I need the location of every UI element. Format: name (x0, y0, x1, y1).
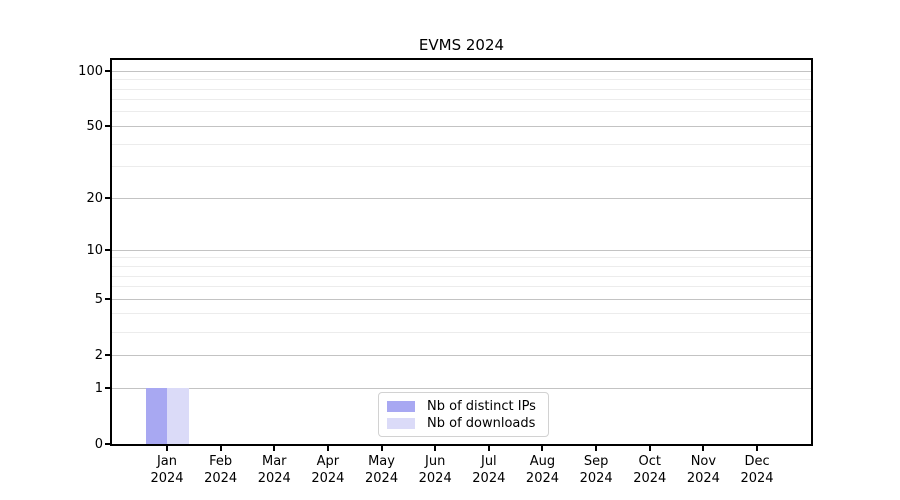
gridline-minor (112, 166, 811, 168)
y-tick-mark (105, 298, 112, 301)
chart-title: EVMS 2024 (418, 36, 505, 54)
x-tick-mark (541, 446, 544, 451)
x-tick-label: Nov 2024 (671, 453, 735, 487)
y-tick-mark (105, 125, 112, 128)
legend-item-downloads: Nb of downloads (387, 415, 539, 431)
y-tick-mark (105, 70, 112, 73)
x-tick-label: Jan 2024 (135, 453, 199, 487)
gridline-minor (112, 88, 811, 90)
x-tick-month: Feb (209, 454, 233, 469)
x-tick-month: Dec (744, 454, 770, 469)
legend-swatch-distinct-ips-icon (387, 400, 415, 412)
gridline-minor (112, 331, 811, 333)
y-tick-mark (105, 249, 112, 252)
x-tick-month: Sep (583, 454, 609, 469)
legend-swatch-downloads-icon (387, 417, 415, 429)
x-tick-year: 2024 (311, 471, 345, 486)
x-tick-year: 2024 (686, 471, 720, 486)
gridline-major (112, 387, 811, 389)
x-tick-mark (434, 446, 437, 451)
y-tick-mark (105, 354, 112, 357)
x-tick-year: 2024 (204, 471, 238, 486)
x-tick-month: Aug (529, 454, 556, 469)
gridline-minor (112, 275, 811, 277)
gridline-minor (112, 257, 811, 259)
y-tick-label: 0 (94, 436, 103, 452)
y-tick-label: 10 (86, 242, 103, 258)
gridline-major (112, 298, 811, 300)
x-tick-label: Aug 2024 (510, 453, 574, 487)
x-tick-year: 2024 (740, 471, 774, 486)
x-tick-month: Apr (316, 454, 340, 469)
x-tick-label: Mar 2024 (242, 453, 306, 487)
x-tick-mark (756, 446, 759, 451)
x-tick-month: May (368, 454, 395, 469)
gridline-major (112, 354, 811, 356)
gridline-minor (112, 143, 811, 145)
x-tick-mark (648, 446, 651, 451)
x-tick-mark (702, 446, 705, 451)
y-tick-mark (105, 197, 112, 200)
x-tick-year: 2024 (150, 471, 184, 486)
gridline-minor (112, 111, 811, 113)
x-tick-mark (219, 446, 222, 451)
legend-label-distinct-ips: Nb of distinct IPs (427, 398, 536, 414)
bar-distinct-ips (145, 388, 167, 444)
y-tick-label: 20 (86, 190, 103, 206)
x-tick-year: 2024 (579, 471, 613, 486)
y-tick-label: 50 (86, 118, 103, 134)
x-tick-label: Feb 2024 (189, 453, 253, 487)
x-tick-year: 2024 (525, 471, 560, 486)
x-tick-mark (326, 446, 329, 451)
x-tick-month: Jun (425, 454, 446, 469)
gridline-major (112, 70, 811, 72)
x-tick-month: Oct (638, 454, 661, 469)
x-tick-month: Mar (262, 454, 287, 469)
x-tick-label: Dec 2024 (725, 453, 789, 487)
x-tick-year: 2024 (418, 471, 452, 486)
x-tick-mark (595, 446, 598, 451)
legend: Nb of distinct IPs Nb of downloads (378, 392, 549, 437)
x-tick-month: Nov (690, 454, 717, 469)
gridline-major (112, 249, 811, 251)
x-tick-year: 2024 (633, 471, 667, 486)
x-tick-year: 2024 (365, 471, 399, 486)
y-tick-label: 1 (94, 380, 103, 396)
legend-item-distinct-ips: Nb of distinct IPs (387, 398, 539, 414)
y-tick-mark (105, 387, 112, 389)
gridline-minor (112, 266, 811, 267)
x-tick-mark (166, 446, 168, 451)
y-tick-label: 2 (94, 347, 103, 363)
x-tick-month: Jan (156, 454, 178, 469)
x-tick-label: Jun 2024 (403, 453, 467, 487)
bar-downloads (167, 388, 189, 444)
gridline-minor (112, 313, 811, 315)
gridline-major (112, 125, 811, 127)
legend-label-downloads: Nb of downloads (427, 415, 536, 431)
x-tick-mark (487, 446, 490, 451)
x-tick-year: 2024 (257, 471, 291, 486)
gridline-major (112, 197, 811, 199)
y-tick-mark (105, 443, 112, 445)
x-tick-mark (273, 446, 276, 451)
gridline-minor (112, 79, 811, 81)
gridline-minor (112, 286, 811, 288)
x-tick-mark (380, 446, 383, 451)
x-tick-month: Jul (480, 454, 497, 469)
x-tick-label: Apr 2024 (296, 453, 360, 487)
x-tick-label: May 2024 (350, 453, 414, 487)
x-tick-label: Oct 2024 (618, 453, 682, 487)
y-tick-label: 100 (78, 63, 103, 79)
y-tick-label: 5 (94, 291, 103, 307)
x-tick-year: 2024 (472, 471, 506, 486)
x-tick-label: Jul 2024 (457, 453, 521, 487)
x-tick-label: Sep 2024 (564, 453, 628, 487)
gridline-minor (112, 99, 811, 101)
